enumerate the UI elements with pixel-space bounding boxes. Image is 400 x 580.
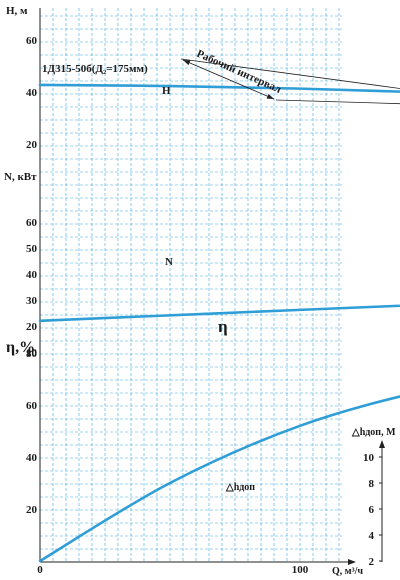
power-curve <box>38 304 400 323</box>
efficiency-tick-label: 20 <box>26 504 38 516</box>
head-tick-label: 60 <box>26 35 38 47</box>
power-tick-label: 60 <box>26 217 38 229</box>
power-tick-label: 20 <box>26 321 38 333</box>
series-label-head: H <box>162 85 171 97</box>
npsh-axis-label: △hдоп, М <box>351 427 396 438</box>
efficiency-tick-label: 60 <box>26 400 38 412</box>
power-tick-label: 10 <box>26 347 38 359</box>
x-tick-label: 0 <box>37 564 43 576</box>
npsh-tick-label: 4 <box>369 530 375 542</box>
grid <box>39 8 385 565</box>
head-tick-label: 40 <box>26 87 38 99</box>
series-label-efficiency: η <box>218 317 228 336</box>
npsh-tick-label: 8 <box>369 478 375 490</box>
x-tick-label: 100 <box>292 564 309 576</box>
interval-dimension-line <box>182 59 275 100</box>
efficiency-tick-label: 40 <box>26 452 38 464</box>
x-axis-arrow <box>348 559 356 565</box>
npsh-tick-label: 2 <box>369 556 375 568</box>
curves <box>38 83 400 563</box>
npsh-tick-label: 10 <box>363 452 375 464</box>
series-label-power: N <box>165 256 173 268</box>
power-tick-label: 50 <box>26 243 38 255</box>
series-label-npsh: △hдоп <box>225 482 255 493</box>
efficiency-axis-label: η,% <box>6 339 35 356</box>
head-curve <box>38 83 400 93</box>
head-axis-label: H, м <box>6 5 28 17</box>
interval-arrow-right <box>266 93 274 99</box>
interval-extension-left <box>180 58 400 89</box>
pump-model-label: 1Д315-50б(Д₂=175мм) <box>42 63 148 75</box>
npsh-axis-arrow <box>379 440 385 448</box>
efficiency-tick-label: 80 <box>26 348 38 360</box>
npsh-tick-label: 6 <box>369 504 375 516</box>
interval-extension-right <box>275 99 400 105</box>
efficiency-curve <box>38 395 400 563</box>
power-axis-label: N, кВт <box>4 171 37 183</box>
tick-labels: 0100200300400204060102030405060204060802… <box>26 35 382 576</box>
interval-arrow-left <box>183 60 191 66</box>
head-tick-label: 20 <box>26 139 38 151</box>
power-tick-label: 40 <box>26 269 38 281</box>
flow-axis-label: Q, м³/ч <box>332 566 363 577</box>
annotations <box>180 58 400 105</box>
power-tick-label: 30 <box>26 295 38 307</box>
